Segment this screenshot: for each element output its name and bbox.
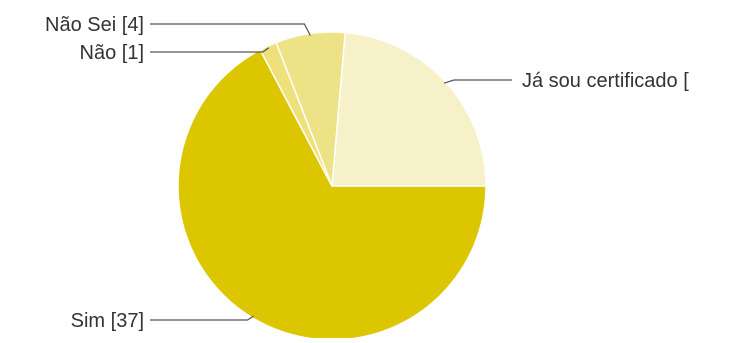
slice-label-0: Já sou certificado [ (522, 70, 689, 92)
slice-label-1: Sim [37] (71, 310, 144, 332)
pie-slice-3 (275, 31, 346, 187)
leader-line-2 (150, 47, 270, 53)
leader-line-1 (150, 315, 254, 321)
pie-slice-1 (177, 48, 487, 341)
slice-label-3: Não Sei [4] (45, 14, 144, 36)
leader-line-3 (150, 23, 311, 36)
leader-line-0 (443, 79, 512, 84)
slice-label-2: Não [1] (80, 42, 144, 64)
pie-slice-0 (331, 31, 487, 187)
